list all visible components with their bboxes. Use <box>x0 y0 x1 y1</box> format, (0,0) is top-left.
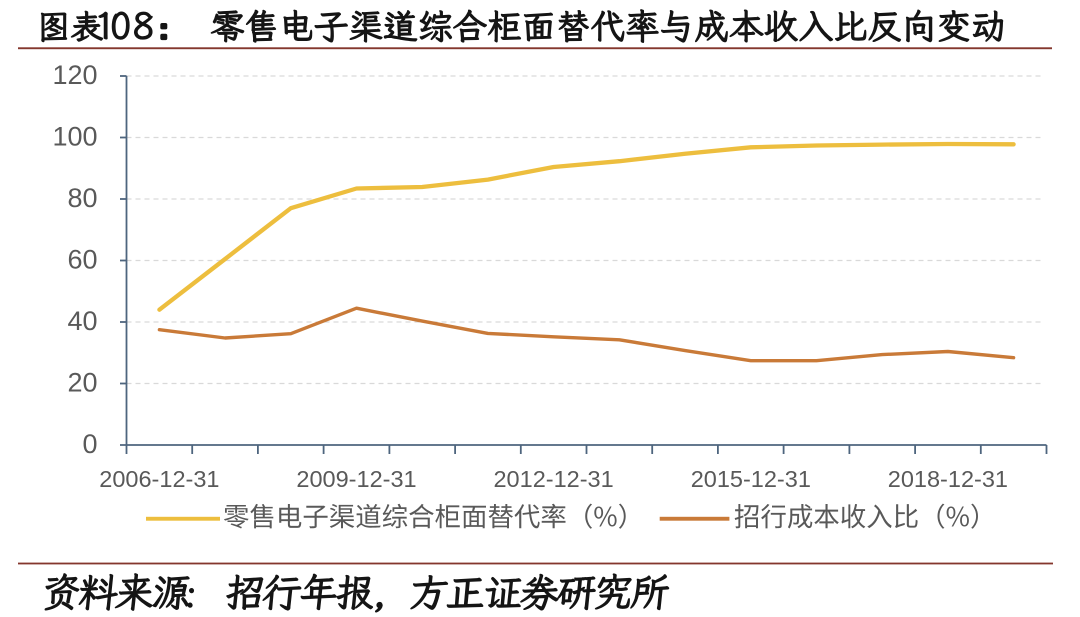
svg-text:2009-12-31: 2009-12-31 <box>296 466 416 492</box>
svg-text:40: 40 <box>67 306 97 336</box>
svg-text:100: 100 <box>52 122 97 152</box>
svg-text:80: 80 <box>67 183 97 213</box>
svg-text:2012-12-31: 2012-12-31 <box>493 466 613 492</box>
svg-text:2006-12-31: 2006-12-31 <box>99 466 219 492</box>
svg-text:60: 60 <box>67 245 97 275</box>
svg-text:2015-12-31: 2015-12-31 <box>691 466 811 492</box>
svg-text:20: 20 <box>67 368 97 398</box>
svg-text:0: 0 <box>82 429 97 459</box>
svg-text:120: 120 <box>52 60 97 90</box>
svg-text:2018-12-31: 2018-12-31 <box>888 466 1008 492</box>
